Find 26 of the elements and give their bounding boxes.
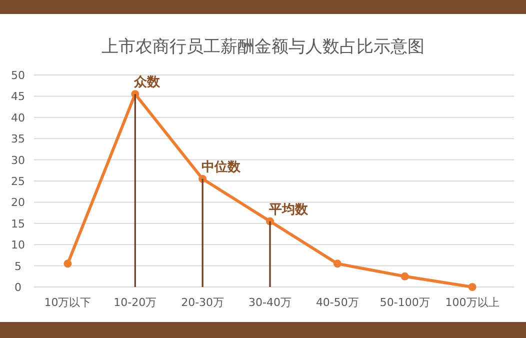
annotation: 平均数: [268, 202, 309, 218]
x-tick-label: 10-20万: [114, 296, 157, 309]
annotation: 中位数: [202, 160, 242, 175]
annotation: 众数: [133, 75, 162, 90]
x-tick-label: 100万以上: [445, 296, 500, 309]
y-tick-label: 40: [11, 111, 25, 124]
x-tick-label: 10万以下: [44, 296, 92, 309]
y-tick-label: 5: [14, 260, 22, 273]
x-tick-label: 40-50万: [316, 296, 359, 309]
y-tick-label: 10: [11, 238, 25, 252]
y-tick-label: 15: [11, 217, 25, 230]
y-tick-label: 35: [11, 132, 25, 146]
y-tick-label: 50: [11, 69, 25, 82]
point: [333, 260, 342, 268]
y-tick-label: 30: [11, 154, 25, 167]
point: [64, 260, 72, 268]
chart-title: 上市农商行员工薪酬金额与人数占比示意图: [102, 37, 424, 57]
point: [468, 283, 476, 291]
point: [400, 272, 409, 280]
y-tick-label: 45: [11, 90, 25, 104]
x-tick-label: 20-30万: [181, 296, 224, 309]
y-tick-label: 25: [11, 175, 25, 188]
y-tick-label: 20: [11, 196, 25, 210]
y-tick-label: 0: [14, 281, 22, 294]
x-tick-label: 30-40万: [248, 296, 292, 309]
x-tick-label: 50-100万: [380, 296, 430, 309]
